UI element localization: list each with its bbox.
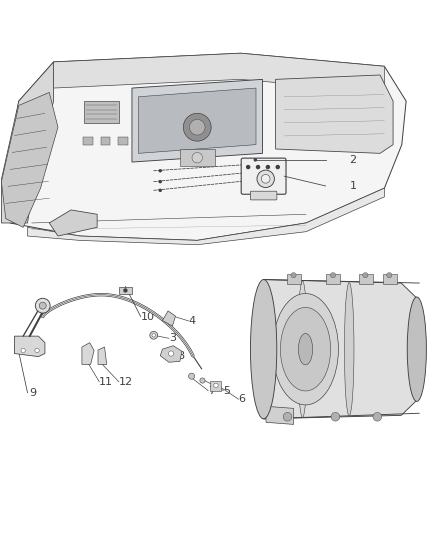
Polygon shape [132,79,262,162]
Circle shape [387,272,392,278]
Polygon shape [138,88,256,154]
Polygon shape [49,210,97,236]
Polygon shape [276,75,393,154]
Text: 4: 4 [188,316,196,326]
Ellipse shape [280,308,331,391]
Circle shape [159,189,162,192]
Polygon shape [82,343,94,365]
Text: 6: 6 [239,394,246,404]
Circle shape [200,378,205,383]
Polygon shape [28,188,385,245]
Bar [118,137,127,144]
Circle shape [35,298,50,313]
Circle shape [35,349,39,353]
Polygon shape [14,336,45,357]
Circle shape [363,272,368,278]
Circle shape [159,169,162,173]
Polygon shape [266,406,293,424]
Polygon shape [84,101,119,123]
Ellipse shape [298,334,313,365]
Circle shape [247,166,250,168]
Bar [83,137,93,144]
Ellipse shape [407,297,426,401]
Text: 12: 12 [119,377,133,387]
Circle shape [189,119,205,135]
Polygon shape [53,53,385,92]
Polygon shape [98,347,107,365]
Polygon shape [6,53,406,240]
Circle shape [123,288,127,293]
Circle shape [169,351,174,356]
Circle shape [257,166,260,168]
Circle shape [214,383,218,387]
Circle shape [373,413,381,421]
Text: 8: 8 [178,351,185,361]
Ellipse shape [251,279,277,419]
Circle shape [152,334,155,337]
Circle shape [331,413,340,421]
Polygon shape [264,279,419,419]
Circle shape [21,349,25,353]
Circle shape [188,373,194,379]
Bar [359,274,373,284]
Polygon shape [162,311,176,326]
Bar [210,381,221,391]
Circle shape [150,332,158,339]
Bar [287,274,301,284]
Circle shape [283,413,292,421]
Bar [326,274,340,284]
Text: 11: 11 [99,377,113,387]
Text: 7: 7 [208,385,215,395]
Circle shape [257,170,274,188]
Text: 10: 10 [141,312,155,321]
Circle shape [254,158,257,161]
Text: 5: 5 [223,385,230,395]
Polygon shape [160,346,182,362]
Circle shape [276,166,279,168]
Polygon shape [1,62,53,223]
Circle shape [291,272,296,278]
Circle shape [159,180,162,183]
Circle shape [39,302,46,309]
Bar [119,287,131,294]
Bar [101,137,110,144]
Circle shape [184,114,211,141]
FancyBboxPatch shape [241,158,286,194]
Circle shape [330,272,336,278]
Text: 2: 2 [350,155,357,165]
Circle shape [192,152,202,163]
FancyBboxPatch shape [251,191,277,200]
Text: 1: 1 [350,181,357,191]
Ellipse shape [272,294,339,405]
Circle shape [266,166,269,168]
Bar [383,274,397,284]
Circle shape [261,174,270,183]
Text: 3: 3 [169,333,176,343]
Polygon shape [1,92,58,228]
Text: 9: 9 [30,387,37,398]
Ellipse shape [298,281,307,417]
Bar [180,149,215,166]
Ellipse shape [344,282,354,416]
